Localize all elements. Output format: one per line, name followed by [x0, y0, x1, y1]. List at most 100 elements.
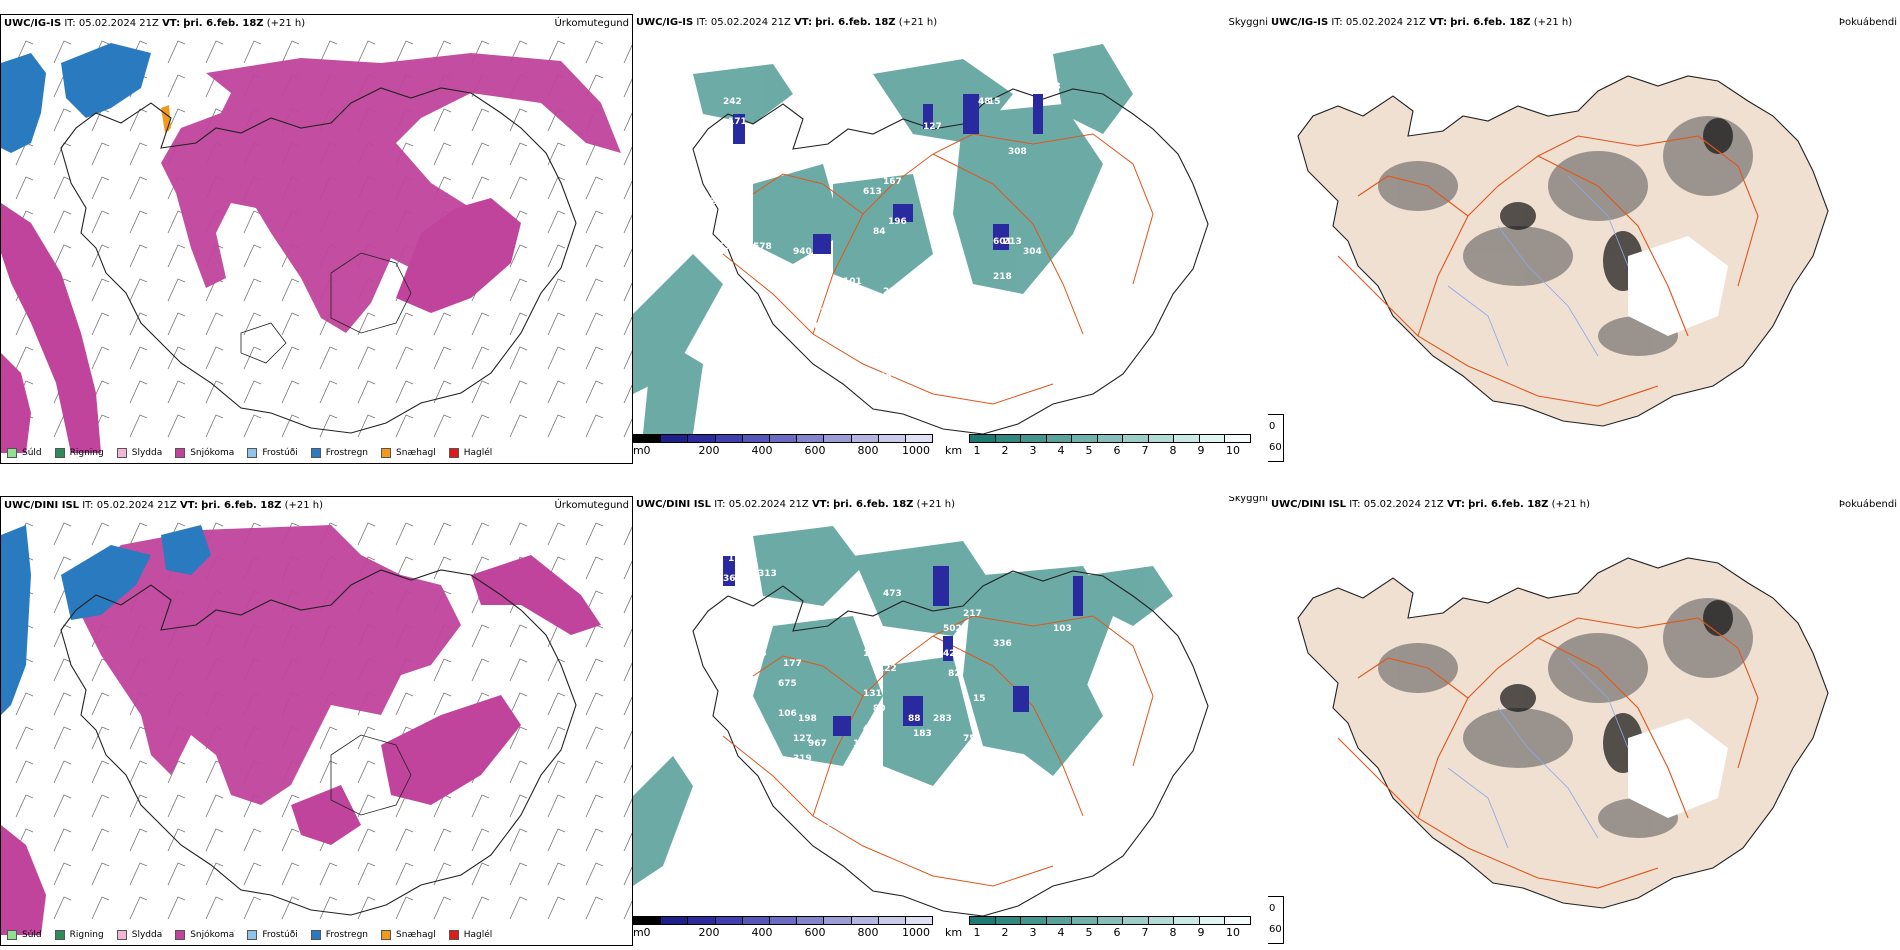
colorbar-tick: 9	[1197, 926, 1205, 939]
legend-item: Snjókoma	[175, 930, 234, 940]
wind-barb	[471, 312, 490, 336]
wind-barb	[167, 896, 186, 920]
wind-barb	[91, 244, 110, 268]
cloud-base-label: 657	[1063, 247, 1082, 257]
colorbar-cell	[715, 435, 743, 442]
wind-barb	[433, 828, 452, 852]
wind-barb	[129, 176, 148, 200]
wind-barb	[281, 278, 300, 302]
init-time: 05.02.2024 21Z	[710, 17, 791, 28]
wind-barb	[205, 862, 224, 886]
colorbar-tick: 600	[804, 926, 826, 939]
wind-barb	[129, 726, 148, 750]
wind-barb	[319, 760, 338, 784]
colorbar-cell	[634, 917, 662, 924]
wind-barb	[585, 380, 604, 404]
wind-barb	[547, 142, 566, 166]
cloud-base-label: 675	[778, 679, 797, 689]
legend-swatch	[175, 448, 186, 458]
colorbar-tick: 8	[1169, 926, 1177, 939]
legend-swatch	[448, 448, 459, 458]
wind-barb	[53, 108, 72, 132]
panel-header: UWC/DINI ISL IT: 05.02.2024 21Z VT: þri.…	[636, 496, 1268, 515]
colorbar-cell	[851, 435, 879, 442]
cloud-base-label: 686	[908, 282, 927, 292]
cloud-base-label: 1	[713, 197, 719, 207]
panel-title: Úrkomutegund	[554, 500, 629, 511]
model-name: UWC/DINI ISL	[636, 499, 712, 510]
wind-barb	[357, 726, 376, 750]
cloud-base-label: 36	[833, 844, 846, 854]
cloud-base-label: 863	[1073, 277, 1092, 287]
wind-barb	[91, 210, 110, 234]
colorbar-tick: 1000	[902, 444, 930, 457]
cloud-base-label: 62	[943, 272, 956, 282]
cloud-base-label: 103	[1053, 624, 1072, 634]
cloud-base-label: 167	[883, 177, 902, 187]
colorbar-cell	[970, 435, 996, 442]
colorbar-tick: 800	[857, 926, 879, 939]
wind-barb	[319, 414, 338, 438]
cloud-base-label: 75	[963, 734, 976, 744]
wind-barb	[129, 210, 148, 234]
panel-title: Úrkomutegund	[554, 18, 629, 29]
wind-barb	[205, 828, 224, 852]
colorbar-cells	[633, 434, 933, 443]
wind-barb	[281, 862, 300, 886]
wind-barb	[15, 692, 34, 716]
wind-barb	[129, 278, 148, 302]
colorbar-tick: 10	[1226, 444, 1240, 457]
legend-item: Snæhagl	[381, 930, 436, 940]
panel-header: UWC/IG-IS IT: 05.02.2024 21Z VT: þri. 6.…	[4, 18, 629, 34]
colorbar-cell	[1199, 435, 1226, 442]
wind-barb	[129, 896, 148, 920]
cloud-base-label: 366	[723, 574, 742, 584]
fog-panel-1: UWC/IG-IS IT: 05.02.2024 21Z VT: þri. 6.…	[1268, 14, 1900, 464]
cloud-base-label: 691	[708, 197, 727, 207]
wind-barb	[53, 862, 72, 886]
wind-barb	[623, 180, 632, 200]
wind-barb	[243, 210, 262, 234]
wind-barb	[91, 760, 110, 784]
wind-barb	[585, 522, 604, 546]
wind-barb	[623, 248, 632, 268]
wind-barb	[243, 244, 262, 268]
colorbar-cell	[970, 917, 996, 924]
snow-area	[81, 525, 461, 805]
wind-barb	[509, 658, 528, 682]
coastline	[692, 570, 1209, 916]
cloud-base-label: 15	[973, 694, 986, 704]
wind-barb	[167, 108, 186, 132]
wind-barb	[357, 380, 376, 404]
panel-header: UWC/DINI ISL IT: 05.02.2024 21Z VT: þri.…	[1271, 499, 1897, 515]
wind-barb	[509, 40, 528, 64]
wind-barb	[433, 896, 452, 920]
legend-swatch	[247, 448, 258, 458]
coastline	[60, 569, 577, 916]
wind-barb	[585, 556, 604, 580]
fog-legend: 0 60	[1268, 414, 1284, 462]
legend-label: Snæhagl	[396, 930, 436, 940]
wind-barb	[547, 726, 566, 750]
wind-barb	[129, 862, 148, 886]
panel-header: UWC/IG-IS IT: 05.02.2024 21Z VT: þri. 6.…	[1271, 17, 1897, 33]
vt-label: VT:	[162, 18, 181, 29]
colorbar-cell	[742, 435, 770, 442]
wind-barb	[509, 862, 528, 886]
wind-barb	[509, 896, 528, 920]
legend-item: Snæhagl	[381, 448, 436, 458]
wind-barb	[623, 44, 632, 64]
wind-barb	[585, 210, 604, 234]
legend-item: Haglél	[448, 930, 492, 940]
legend-item: Rigning	[54, 448, 104, 458]
valid-time: þri. 6.feb. 18Z	[1450, 17, 1531, 28]
it-label: IT:	[1349, 499, 1361, 510]
legend-item: Rigning	[54, 930, 104, 940]
wind-barb	[395, 380, 414, 404]
wind-barb	[547, 794, 566, 818]
colorbar-tick: 600	[804, 444, 826, 457]
legend-item: Súld	[7, 930, 42, 940]
legend-label: Súld	[22, 930, 42, 940]
legend-swatch	[175, 930, 186, 940]
legend-label: Frostregn	[325, 448, 369, 458]
